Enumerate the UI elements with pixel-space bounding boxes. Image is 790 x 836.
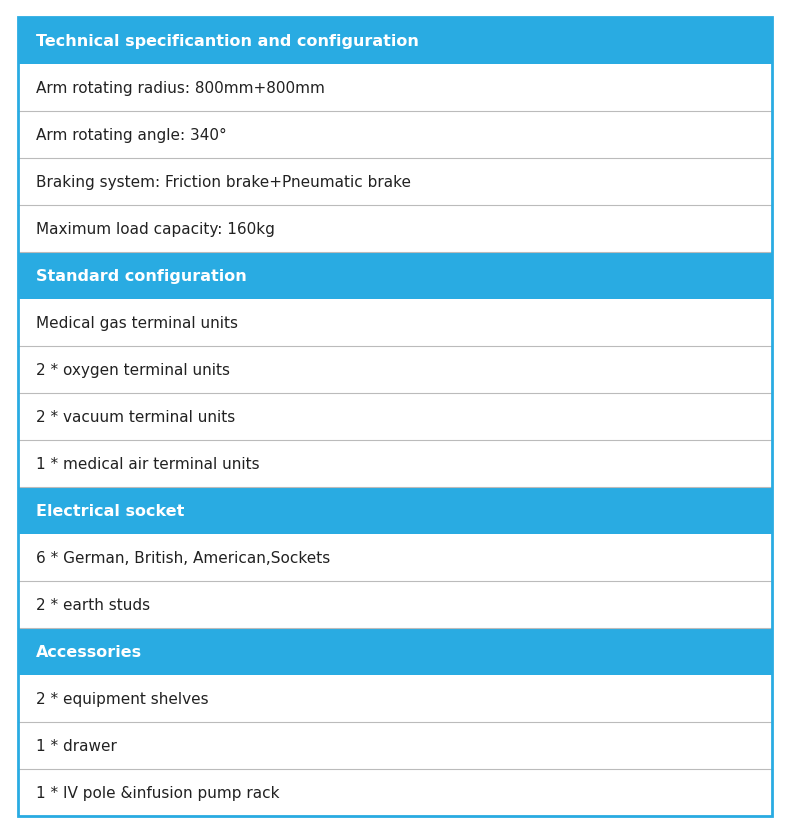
Text: Medical gas terminal units: Medical gas terminal units [36,316,238,330]
Bar [18,394,772,441]
Bar [18,534,772,581]
Text: 1 * medical air terminal units: 1 * medical air terminal units [36,456,260,472]
Text: Arm rotating angle: 340°: Arm rotating angle: 340° [36,128,227,143]
Text: Electrical socket: Electrical socket [36,503,184,518]
Bar [18,299,772,347]
Text: 2 * equipment shelves: 2 * equipment shelves [36,691,209,706]
Bar [18,722,772,769]
Text: Standard configuration: Standard configuration [36,268,246,283]
Bar [18,441,772,487]
Text: Technical specificantion and configuration: Technical specificantion and configurati… [36,34,419,49]
Text: Braking system: Friction brake+Pneumatic brake: Braking system: Friction brake+Pneumatic… [36,175,411,190]
Text: 2 * vacuum terminal units: 2 * vacuum terminal units [36,410,235,425]
Text: 1 * IV pole &infusion pump rack: 1 * IV pole &infusion pump rack [36,785,280,800]
Text: 2 * oxygen terminal units: 2 * oxygen terminal units [36,363,230,378]
Text: Maximum load capacity: 160kg: Maximum load capacity: 160kg [36,222,275,237]
Bar [18,206,772,252]
Bar [18,487,772,534]
Bar [18,112,772,159]
Text: Arm rotating radius: 800mm+800mm: Arm rotating radius: 800mm+800mm [36,81,325,96]
Bar [18,65,772,112]
Bar [18,675,772,722]
Bar [18,628,772,675]
Bar [18,18,772,65]
Bar [18,252,772,299]
Bar [18,581,772,628]
Bar [18,159,772,206]
Text: 2 * earth studs: 2 * earth studs [36,597,150,612]
Bar [18,769,772,816]
Text: 6 * German, British, American,Sockets: 6 * German, British, American,Sockets [36,550,330,565]
Bar [18,347,772,394]
Text: 1 * drawer: 1 * drawer [36,738,117,753]
Text: Accessories: Accessories [36,645,142,660]
